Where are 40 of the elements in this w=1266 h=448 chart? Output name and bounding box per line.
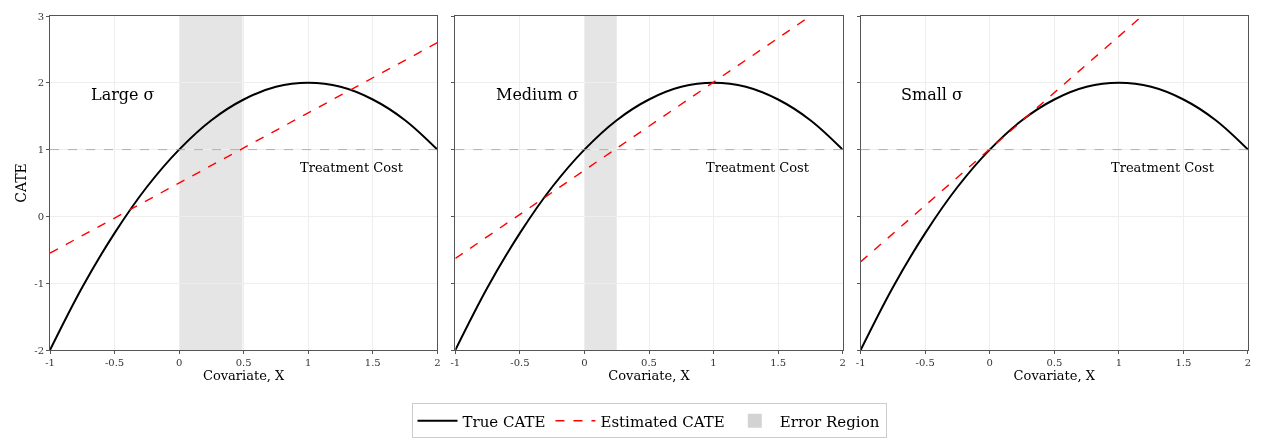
x-tick-label: 1.5	[364, 357, 381, 368]
x-axis-title: Covariate, X	[1013, 368, 1096, 383]
y-tick-label: 0	[37, 210, 44, 222]
legend-label: Error Region	[779, 412, 880, 431]
x-tick-label: 0	[175, 357, 183, 368]
annotation: Large σ	[91, 85, 155, 104]
y-axis-title: CATE	[12, 163, 29, 203]
ref-line-label: Treatment Cost	[1111, 160, 1215, 175]
ref-line-label: Treatment Cost	[300, 160, 404, 175]
x-tick-label: 1	[710, 357, 717, 368]
x-tick-label: 1.5	[1175, 357, 1192, 368]
x-tick-label: 1	[305, 357, 312, 368]
x-tick-label: 0.5	[641, 357, 657, 368]
y-tick-label: 3	[37, 10, 44, 22]
x-tick-label: 2	[839, 357, 846, 368]
x-tick-label: 1	[1115, 357, 1123, 368]
x-tick-label: -0.5	[510, 357, 530, 368]
ref-line-label: Treatment Cost	[706, 160, 810, 175]
x-tick-label: -1	[855, 357, 866, 368]
y-tick-label: 2	[37, 77, 44, 89]
x-tick-label: -0.5	[915, 357, 935, 368]
y-tick-label: -2	[34, 344, 44, 356]
legend-label: Estimated CATE	[600, 412, 725, 431]
x-tick-label: 0.5	[235, 357, 252, 368]
x-tick-label: 2	[1244, 357, 1252, 368]
annotation: Small σ	[901, 85, 963, 104]
x-axis-title: Covariate, X	[202, 368, 286, 383]
x-tick-label: -1	[45, 357, 55, 368]
x-tick-label: 0.5	[1046, 357, 1063, 368]
x-tick-label: 1.5	[770, 357, 787, 368]
x-tick-label: -1	[450, 357, 461, 368]
legend-label: True CATE	[462, 412, 546, 431]
y-tick-label: 1	[37, 144, 44, 156]
y-tick-label: -1	[34, 277, 44, 289]
annotation: Medium σ	[496, 85, 579, 104]
x-axis-title: Covariate, X	[608, 368, 691, 383]
x-tick-label: 2	[434, 357, 441, 368]
x-tick-label: -0.5	[104, 357, 125, 368]
x-tick-label: 0	[581, 357, 588, 368]
x-tick-label: 0	[986, 357, 993, 368]
